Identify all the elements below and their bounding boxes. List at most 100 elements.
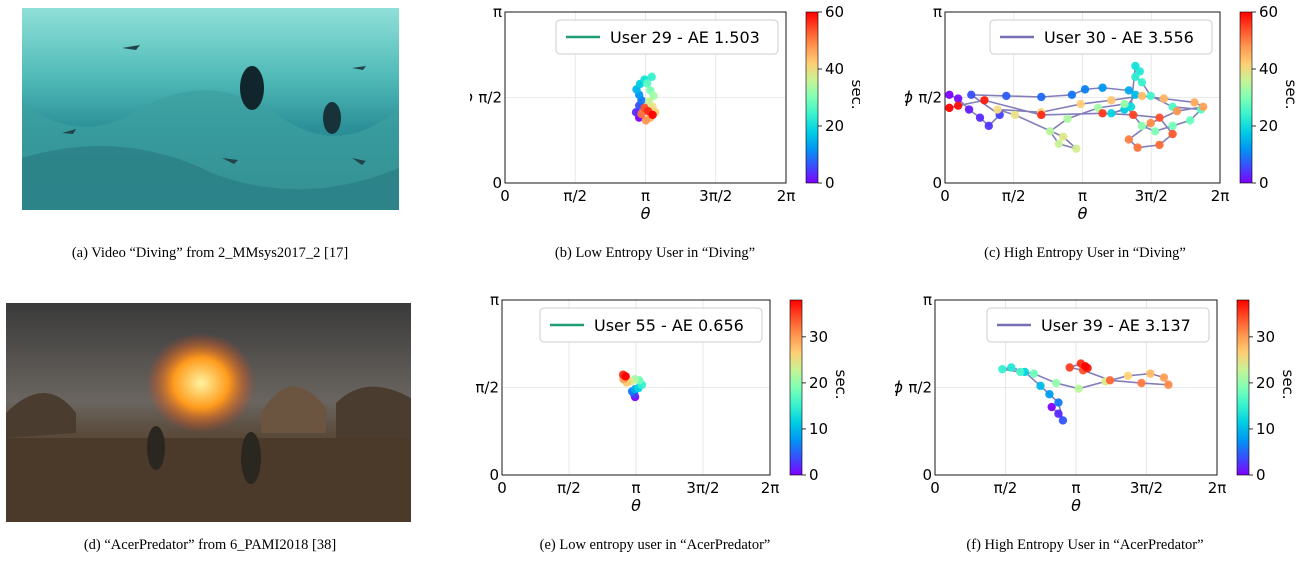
trajectory-point (1065, 363, 1074, 372)
trajectory-point (993, 105, 1002, 114)
legend-label: User 55 - AE 0.656 (594, 316, 744, 335)
caption-c: (c) High Entropy User in “Diving” (984, 245, 1186, 261)
legend-label: User 30 - AE 3.556 (1044, 28, 1194, 47)
x-tick-label: π/2 (994, 479, 1018, 497)
colorbar-tick-label: 60 (1259, 3, 1278, 21)
y-tick-label: 0 (489, 466, 499, 484)
legend-box (986, 307, 1210, 343)
x-axis-label: θ (641, 204, 651, 223)
trajectory-point (1080, 85, 1090, 94)
trajectory-point (1155, 113, 1164, 122)
trajectory-point (1159, 373, 1169, 382)
trajectory-point (1159, 94, 1169, 103)
colorbar-tick-label: 40 (825, 60, 844, 78)
x-tick-label: π/2 (563, 187, 587, 205)
plot-frame (944, 11, 1221, 184)
legend-box (539, 307, 763, 343)
trajectory-point (945, 90, 954, 100)
colorbar (789, 299, 803, 476)
trajectory-point (953, 101, 963, 110)
colorbar (805, 11, 819, 184)
plot-frame (501, 299, 771, 476)
video-thumbnail-diving (22, 8, 399, 210)
trajectory-point (1124, 86, 1134, 95)
trajectory-point (1058, 132, 1068, 141)
plot-frame (934, 299, 1218, 476)
trajectory-point (1098, 109, 1107, 118)
x-tick-label: 2π (777, 187, 796, 205)
colorbar-tick-label: 20 (809, 374, 828, 392)
colorbar-tick-label: 0 (825, 174, 835, 192)
y-axis-label: ϕ (905, 88, 913, 107)
trajectory-point (1137, 91, 1147, 101)
trajectory-point (1045, 390, 1054, 399)
caption-a: (a) Video “Diving” from 2_MMsys2017_2 [1… (71, 245, 349, 261)
trajectory-point (1123, 371, 1133, 381)
y-tick-label: π/2 (478, 89, 502, 107)
colorbar-tick-label: 0 (809, 466, 819, 484)
trajectory-point (1007, 363, 1016, 372)
trajectory-point (1054, 398, 1063, 407)
colorbar-label: sec. (832, 370, 850, 400)
trajectory-point (953, 94, 963, 103)
x-tick-label: 3π/2 (699, 187, 732, 205)
trajectory-point (1120, 99, 1129, 109)
x-axis-label: θ (1078, 204, 1088, 223)
legend-box (989, 19, 1213, 55)
trajectory-point (1047, 402, 1056, 412)
x-tick-label: π (1071, 479, 1080, 497)
colorbar-tick-label: 20 (1256, 374, 1275, 392)
x-tick-label: π/2 (1002, 187, 1026, 205)
trajectory-point (1131, 72, 1140, 82)
trajectory-point (945, 103, 954, 113)
trajectory-point (647, 72, 656, 82)
trajectory-point (1076, 99, 1085, 109)
y-tick-label: 0 (492, 174, 502, 192)
colorbar-tick-label: 20 (825, 117, 844, 135)
x-tick-label: 0 (500, 187, 510, 205)
video-thumbnail-acerpredator (6, 303, 411, 522)
colorbar-tick-label: 30 (809, 328, 828, 346)
trajectory-line (949, 63, 1206, 150)
trajectory-point (1146, 369, 1155, 378)
trajectory-point (1029, 369, 1038, 378)
trajectory-point (1067, 90, 1077, 100)
colorbar-tick-label: 10 (1256, 420, 1275, 438)
caption-d: (d) “AcerPredator” from 6_PAMI2018 [38] (83, 537, 337, 553)
x-axis-label: θ (631, 496, 641, 515)
trajectory-point (1107, 109, 1116, 118)
trajectory-point (1155, 140, 1164, 150)
x-tick-label: 2π (761, 479, 780, 497)
trajectory-point (1081, 362, 1090, 371)
colorbar-tick-label: 20 (1259, 117, 1278, 135)
trajectory-point (1058, 416, 1068, 425)
trajectory-point (1063, 114, 1072, 123)
caption-e: (e) Low entropy user in “AcerPredator” (539, 537, 771, 553)
trajectory-point (1037, 92, 1046, 102)
trajectory-point (1185, 116, 1195, 125)
y-tick-label: π (923, 291, 932, 309)
trajectory-point (1072, 144, 1081, 153)
y-axis-label: ϕ (470, 88, 473, 107)
x-tick-label: 2π (1211, 187, 1230, 205)
trajectory-point (1129, 110, 1138, 120)
trajectory-point (621, 372, 630, 381)
trajectory-point (1150, 127, 1160, 136)
plot-frame (504, 11, 787, 184)
acerpredator-video-image (6, 303, 411, 522)
trajectory-point (975, 113, 985, 122)
trajectory-point (1054, 409, 1063, 418)
colorbar (1236, 299, 1250, 476)
colorbar-tick-label: 30 (1256, 328, 1275, 346)
legend-box (555, 19, 779, 55)
y-tick-label: π (490, 291, 499, 309)
trajectory-point (1168, 129, 1177, 139)
diving-video-image (22, 8, 399, 210)
colorbar-label: sec. (1282, 80, 1300, 110)
legend-label: User 29 - AE 1.503 (610, 28, 760, 47)
colorbar-tick-label: 0 (1256, 466, 1266, 484)
trajectory-point (1074, 384, 1083, 393)
trajectory-point (641, 116, 651, 125)
trajectory-point (1199, 102, 1208, 111)
trajectory-point (1098, 83, 1107, 92)
